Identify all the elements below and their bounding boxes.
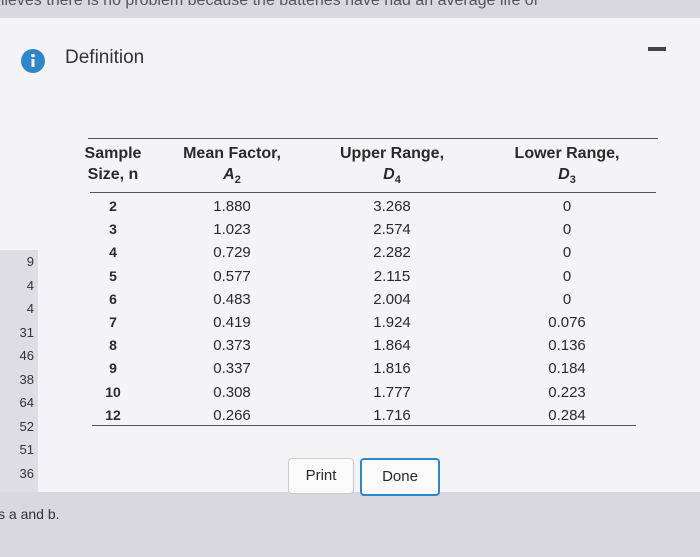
header-symbol: A2	[183, 164, 281, 191]
side-number: 38	[19, 371, 34, 387]
table-cell: 5	[109, 267, 117, 284]
print-button[interactable]: Print	[288, 458, 354, 494]
side-number: 52	[19, 418, 34, 434]
table-cell: 1.716	[373, 406, 411, 424]
table-cell: 0.184	[548, 360, 586, 378]
table-rule	[88, 138, 658, 139]
header-line: Sample	[84, 145, 142, 162]
background-text: s a and b.	[0, 506, 60, 522]
symbol: A	[223, 166, 235, 183]
side-number: 4	[26, 277, 34, 293]
table-cell: 1.864	[373, 337, 411, 355]
table-cell: 2.004	[373, 290, 411, 308]
table-cell: 0.419	[213, 314, 251, 331]
background-panel: 9 4 4 31 46 38 64 52 51 36	[0, 250, 38, 492]
table-cell: 1.816	[373, 360, 411, 378]
table-cell: 0.266	[213, 406, 251, 424]
done-button[interactable]: Done	[360, 458, 440, 496]
header-line: Lower Range,	[514, 145, 620, 162]
side-number: 36	[19, 465, 34, 481]
table-cell: 0.373	[213, 337, 251, 355]
table-cell: 1.023	[213, 221, 251, 239]
table-cell: 10	[105, 383, 121, 400]
table-cell: 0.076	[548, 314, 586, 331]
header-symbol: D4	[340, 164, 444, 191]
table-cell: 7	[109, 314, 117, 330]
subscript: 3	[569, 174, 576, 187]
table-cell: 12	[105, 406, 121, 423]
table-cell: 0	[562, 267, 572, 285]
header-line: Mean Factor,	[183, 145, 281, 162]
table-cell: 0.284	[548, 406, 586, 424]
table-cell: 3.268	[373, 198, 411, 215]
table-cell: 4	[109, 244, 117, 261]
table-rule	[92, 425, 636, 426]
table-cell: 2.574	[373, 221, 411, 239]
subscript: 2	[234, 174, 241, 187]
dialog: Definition Sample Size, n Mean Factor, A2 Up…	[0, 18, 700, 496]
header-line: Size, n	[87, 166, 139, 183]
dialog-title: Definition	[65, 47, 145, 68]
table-cell: 0.577	[213, 267, 251, 285]
table-cell: 0	[562, 244, 572, 262]
info-icon	[21, 49, 45, 73]
subscript: 4	[394, 174, 401, 187]
side-number: 9	[26, 254, 34, 269]
table-cell: 8	[109, 337, 117, 354]
table-cell: 0	[562, 221, 572, 239]
minimize-button[interactable]	[648, 47, 666, 51]
table-cell: 1.880	[213, 198, 251, 215]
table-cell: 0	[562, 290, 572, 308]
symbol: D	[383, 166, 395, 183]
background-text: elieves there is no problem because the …	[0, 0, 539, 9]
header-line: Upper Range,	[339, 145, 445, 162]
table-cell: 0.136	[548, 337, 586, 355]
table: Sample Size, n Mean Factor, A2 Upper Range, D…	[0, 18, 700, 492]
column-header: Lower Range, D3	[515, 143, 620, 191]
table-cell: 0.223	[548, 383, 586, 401]
column-header: Upper Range, D4	[340, 143, 444, 191]
table-cell: 0	[562, 198, 572, 215]
column-header: Sample Size, n	[85, 143, 142, 185]
side-number: 4	[26, 301, 34, 316]
side-number: 31	[19, 324, 34, 340]
table-cell: 1.924	[373, 314, 411, 331]
table-cell: 2	[109, 198, 117, 214]
table-cell: 0.729	[213, 244, 251, 262]
table-cell: 2.115	[373, 267, 411, 285]
header-symbol: D3	[515, 164, 620, 191]
table-cell: 2.282	[373, 244, 411, 262]
symbol: D	[558, 166, 570, 183]
side-number: 64	[19, 395, 34, 410]
side-number: 51	[19, 442, 34, 457]
table-cell: 9	[109, 360, 117, 377]
side-number: 46	[19, 348, 34, 363]
table-cell: 0.308	[213, 383, 251, 401]
table-cell: 0.483	[213, 290, 251, 308]
table-cell: 3	[109, 221, 117, 238]
table-cell: 1.777	[373, 383, 411, 401]
table-cell: 6	[109, 290, 117, 307]
table-cell: 0.337	[213, 360, 251, 378]
column-header: Mean Factor, A2	[183, 143, 281, 191]
table-rule	[90, 192, 656, 193]
